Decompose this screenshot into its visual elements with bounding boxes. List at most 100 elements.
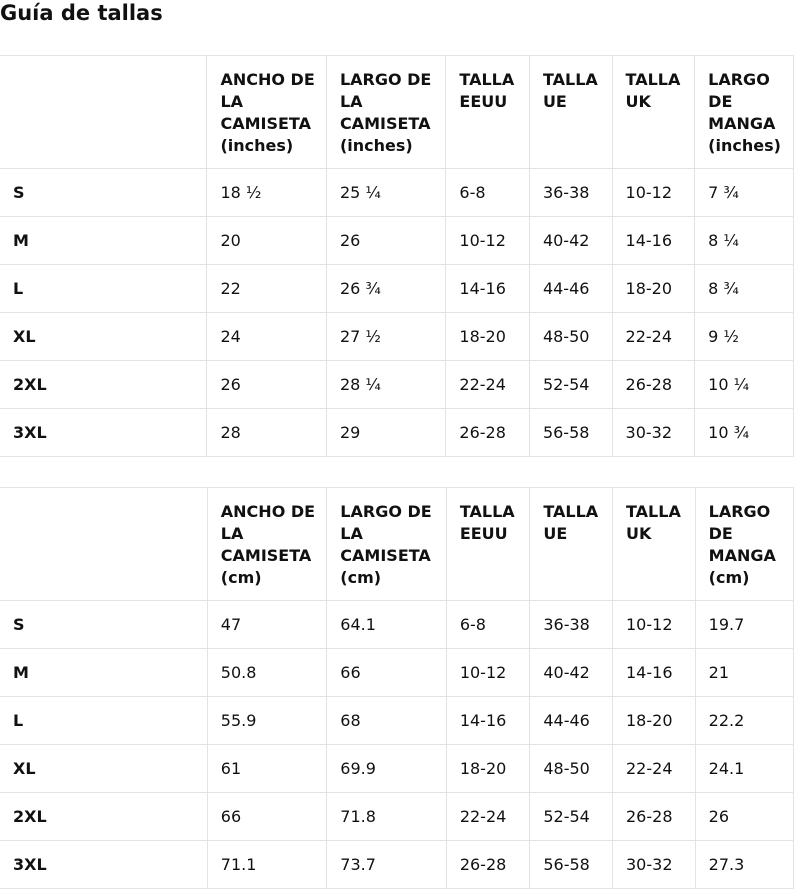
shirt-width-cell: 71.1 <box>206 840 328 889</box>
shirt-length-cell: 26 ¾ <box>325 264 447 313</box>
header-cell-uk-size: TALLA UK <box>612 487 696 601</box>
sleeve-length-cell: 8 ¼ <box>694 216 794 265</box>
eu-size-cell: 40-42 <box>529 648 613 697</box>
size-table-cm: ANCHO DE LA CAMISETA (cm) LARGO DE LA CA… <box>0 487 794 889</box>
shirt-width-cell: 47 <box>206 600 328 649</box>
table-row: S 47 64.1 6-8 36-38 10-12 19.7 <box>0 600 794 649</box>
size-cell: M <box>0 216 208 265</box>
table-row: 2XL 66 71.8 22-24 52-54 26-28 26 <box>0 792 794 841</box>
table-row: S 18 ½ 25 ¼ 6-8 36-38 10-12 7 ¾ <box>0 168 794 217</box>
shirt-width-cell: 26 <box>206 360 327 409</box>
eu-size-cell: 36-38 <box>528 168 613 217</box>
shirt-length-cell: 64.1 <box>326 600 447 649</box>
table-row: M 20 26 10-12 40-42 14-16 8 ¼ <box>0 216 794 265</box>
table-header-row: ANCHO DE LA CAMISETA (inches) LARGO DE L… <box>0 55 794 169</box>
uk-size-cell: 10-12 <box>612 600 696 649</box>
us-size-cell: 26-28 <box>445 840 531 889</box>
sleeve-length-cell: 19.7 <box>694 600 794 649</box>
table-row: L 22 26 ¾ 14-16 44-46 18-20 8 ¾ <box>0 264 794 313</box>
header-cell-eu-size: TALLA UE <box>528 55 613 169</box>
table-header-row: ANCHO DE LA CAMISETA (cm) LARGO DE LA CA… <box>0 487 794 601</box>
eu-size-cell: 36-38 <box>529 600 613 649</box>
us-size-cell: 18-20 <box>445 744 531 793</box>
us-size-cell: 10-12 <box>445 648 531 697</box>
shirt-length-cell: 28 ¼ <box>325 360 447 409</box>
sleeve-length-cell: 10 ¾ <box>694 408 794 457</box>
us-size-cell: 26-28 <box>445 408 530 457</box>
shirt-length-cell: 68 <box>326 696 447 745</box>
shirt-width-cell: 50.8 <box>206 648 328 697</box>
header-cell-eu-size: TALLA UE <box>529 487 613 601</box>
us-size-cell: 6-8 <box>445 168 530 217</box>
table-row: M 50.8 66 10-12 40-42 14-16 21 <box>0 648 794 697</box>
size-cell: M <box>0 648 208 697</box>
shirt-length-cell: 73.7 <box>326 840 447 889</box>
eu-size-cell: 48-50 <box>529 744 613 793</box>
uk-size-cell: 18-20 <box>611 264 696 313</box>
eu-size-cell: 40-42 <box>528 216 613 265</box>
sleeve-length-cell: 10 ¼ <box>694 360 794 409</box>
table-row: 2XL 26 28 ¼ 22-24 52-54 26-28 10 ¼ <box>0 360 794 409</box>
header-cell-us-size: TALLA EEUU <box>445 487 531 601</box>
shirt-length-cell: 26 <box>325 216 447 265</box>
sleeve-length-cell: 24.1 <box>694 744 794 793</box>
uk-size-cell: 14-16 <box>611 216 696 265</box>
shirt-width-cell: 20 <box>206 216 327 265</box>
us-size-cell: 14-16 <box>445 264 530 313</box>
page-title: Guía de tallas <box>0 1 163 25</box>
uk-size-cell: 30-32 <box>612 840 696 889</box>
table-row: XL 61 69.9 18-20 48-50 22-24 24.1 <box>0 744 794 793</box>
header-cell-shirt-length: LARGO DE LA CAMISETA (inches) <box>325 55 447 169</box>
size-cell: XL <box>0 744 208 793</box>
sleeve-length-cell: 7 ¾ <box>694 168 794 217</box>
shirt-length-cell: 69.9 <box>326 744 447 793</box>
uk-size-cell: 22-24 <box>611 312 696 361</box>
table-row: 3XL 28 29 26-28 56-58 30-32 10 ¾ <box>0 408 794 457</box>
sleeve-length-cell: 22.2 <box>694 696 794 745</box>
shirt-length-cell: 71.8 <box>326 792 447 841</box>
shirt-length-cell: 27 ½ <box>325 312 447 361</box>
shirt-width-cell: 24 <box>206 312 327 361</box>
us-size-cell: 10-12 <box>445 216 530 265</box>
shirt-width-cell: 61 <box>206 744 328 793</box>
sleeve-length-cell: 27.3 <box>694 840 794 889</box>
us-size-cell: 22-24 <box>445 792 531 841</box>
size-table-inches: ANCHO DE LA CAMISETA (inches) LARGO DE L… <box>0 55 794 457</box>
uk-size-cell: 18-20 <box>612 696 696 745</box>
sleeve-length-cell: 9 ½ <box>694 312 794 361</box>
header-cell-shirt-width: ANCHO DE LA CAMISETA (cm) <box>206 487 328 601</box>
shirt-length-cell: 25 ¼ <box>325 168 447 217</box>
shirt-length-cell: 29 <box>325 408 447 457</box>
eu-size-cell: 44-46 <box>528 264 613 313</box>
header-cell-us-size: TALLA EEUU <box>445 55 530 169</box>
us-size-cell: 14-16 <box>445 696 531 745</box>
shirt-length-cell: 66 <box>326 648 447 697</box>
uk-size-cell: 26-28 <box>612 792 696 841</box>
header-cell-shirt-length: LARGO DE LA CAMISETA (cm) <box>326 487 447 601</box>
size-cell: XL <box>0 312 208 361</box>
us-size-cell: 22-24 <box>445 360 530 409</box>
header-cell-sleeve-length: LARGO DE MANGA (inches) <box>694 55 794 169</box>
uk-size-cell: 14-16 <box>612 648 696 697</box>
shirt-width-cell: 55.9 <box>206 696 328 745</box>
eu-size-cell: 52-54 <box>528 360 613 409</box>
size-cell: L <box>0 696 208 745</box>
shirt-width-cell: 22 <box>206 264 327 313</box>
size-cell: L <box>0 264 208 313</box>
header-cell-shirt-width: ANCHO DE LA CAMISETA (inches) <box>206 55 327 169</box>
shirt-width-cell: 66 <box>206 792 328 841</box>
size-cell: S <box>0 168 208 217</box>
uk-size-cell: 10-12 <box>611 168 696 217</box>
uk-size-cell: 30-32 <box>611 408 696 457</box>
table-row: XL 24 27 ½ 18-20 48-50 22-24 9 ½ <box>0 312 794 361</box>
size-cell: 2XL <box>0 360 208 409</box>
us-size-cell: 18-20 <box>445 312 530 361</box>
table-row: L 55.9 68 14-16 44-46 18-20 22.2 <box>0 696 794 745</box>
size-cell: S <box>0 600 208 649</box>
eu-size-cell: 52-54 <box>529 792 613 841</box>
table-row: 3XL 71.1 73.7 26-28 56-58 30-32 27.3 <box>0 840 794 889</box>
sleeve-length-cell: 21 <box>694 648 794 697</box>
header-cell-uk-size: TALLA UK <box>611 55 696 169</box>
size-cell: 3XL <box>0 840 208 889</box>
eu-size-cell: 48-50 <box>528 312 613 361</box>
